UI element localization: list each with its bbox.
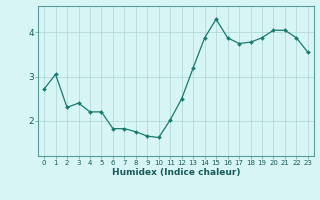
X-axis label: Humidex (Indice chaleur): Humidex (Indice chaleur) [112,168,240,177]
